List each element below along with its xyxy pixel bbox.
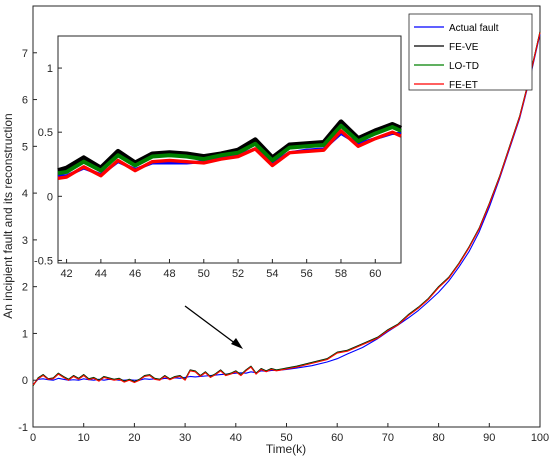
inset-x-tick-label: 54 (266, 268, 278, 280)
y-tick-label: 0 (22, 375, 28, 387)
x-tick-label: 0 (30, 432, 36, 444)
inset-x-tick-label: 50 (198, 268, 210, 280)
x-axis-label: Time(k) (266, 442, 306, 456)
inset-x-tick-label: 44 (95, 268, 107, 280)
x-tick-label: 90 (483, 432, 495, 444)
legend-label: FE-VE (449, 42, 479, 53)
x-tick-label: 50 (280, 432, 292, 444)
y-tick-label: 7 (22, 48, 28, 60)
x-tick-label: 70 (382, 432, 394, 444)
inset-y-tick-label: -0.5 (34, 255, 53, 267)
y-tick-label: 6 (22, 95, 28, 107)
inset-x-tick-label: 52 (232, 268, 244, 280)
inset-x-tick-label: 60 (369, 268, 381, 280)
inset-axis-ticks: 42 44 46 48 50 52 54 56 58 60 -0.5 0 0.5 1 (34, 63, 381, 280)
inset-x-tick-label: 58 (335, 268, 347, 280)
x-tick-label: 10 (78, 432, 90, 444)
y-tick-label: 2 (22, 282, 28, 294)
inset-x-tick-label: 56 (301, 268, 313, 280)
x-tick-label: 40 (230, 432, 242, 444)
inset-series-line-fe-et (57, 129, 402, 181)
x-tick-label: 30 (179, 432, 191, 444)
inset-y-tick-label: 1 (47, 63, 53, 75)
legend-label: LO-TD (449, 61, 479, 72)
series-line-actual-fault (32, 33, 541, 386)
inset-x-tick-label: 46 (129, 268, 141, 280)
inset-x-tick-label: 48 (163, 268, 175, 280)
x-tick-label: 60 (331, 432, 343, 444)
series-line-fe-et (32, 32, 541, 386)
main-series-lines (32, 31, 541, 387)
legend-label: Actual fault (449, 23, 499, 34)
x-tick-label: 100 (531, 432, 549, 444)
zoom-arrow (184, 305, 243, 349)
y-tick-label: -1 (18, 422, 28, 434)
legend: Actual fault FE-VE LO-TD FE-ET (408, 13, 533, 91)
y-axis-label: An incipient fault and its reconstructio… (1, 113, 15, 318)
x-tick-label: 80 (432, 432, 444, 444)
inset-y-tick-label: 0.5 (38, 127, 53, 139)
inset-x-tick-label: 42 (60, 268, 72, 280)
y-tick-label: 4 (22, 188, 28, 200)
y-tick-label: 3 (22, 235, 28, 247)
x-tick-label: 20 (128, 432, 140, 444)
inset-series-line-lo-td (57, 123, 402, 176)
inset-series-lines (57, 119, 403, 181)
legend-label: FE-ET (449, 80, 478, 91)
y-tick-label: 1 (22, 328, 28, 340)
y-tick-label: 5 (22, 141, 28, 153)
inset-plot-area (57, 35, 402, 264)
inset-y-tick-label: 0 (47, 191, 53, 203)
